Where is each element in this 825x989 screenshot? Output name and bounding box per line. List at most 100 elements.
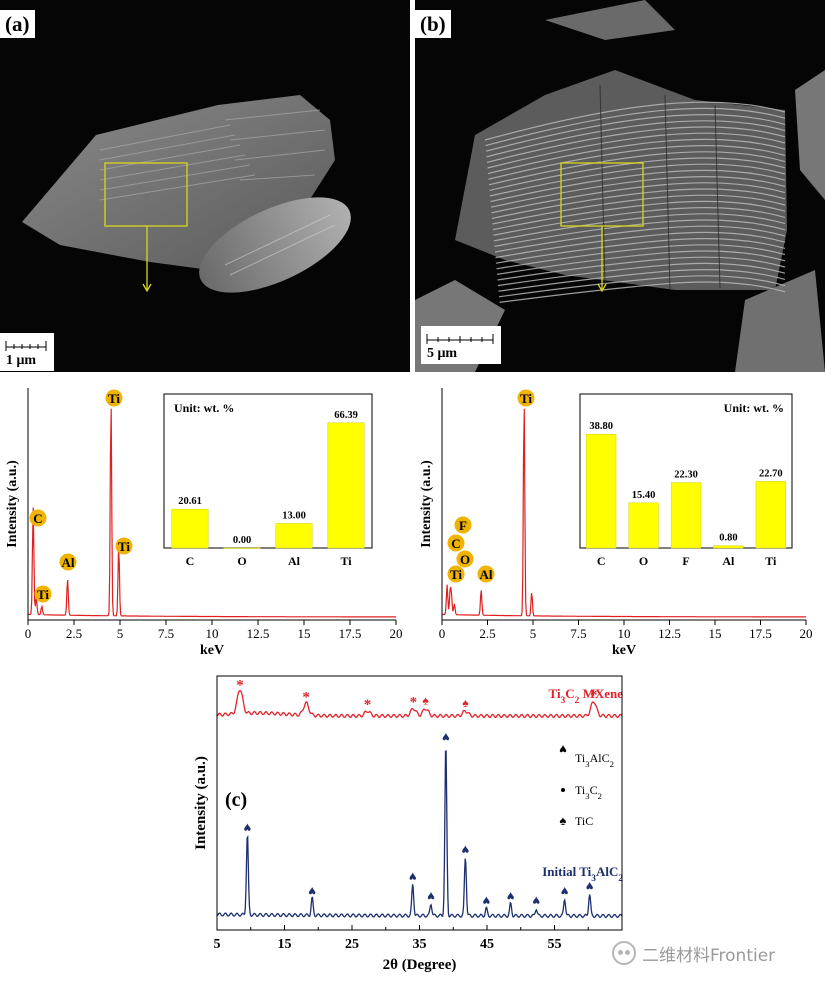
wechat-icon bbox=[612, 941, 636, 965]
peak-marker-heart: ♥ bbox=[409, 869, 417, 884]
inset-bar bbox=[670, 482, 702, 549]
x-tick-label: 17.5 bbox=[339, 626, 362, 641]
peak-marker-asterisk: * bbox=[364, 697, 372, 713]
x-tick-label: 20 bbox=[390, 626, 403, 641]
x-tick-label: 5 bbox=[117, 626, 124, 641]
peak-marker-heart: ♥ bbox=[461, 842, 469, 857]
element-label: Al bbox=[62, 555, 75, 570]
peak-marker-heart: ♥ bbox=[243, 820, 251, 835]
element-marker bbox=[115, 537, 133, 555]
spectrum-line bbox=[28, 408, 396, 618]
element-marker bbox=[477, 565, 495, 583]
element-label: Ti bbox=[108, 391, 120, 406]
x-tick-label: 35 bbox=[413, 937, 427, 952]
inset-category-label: Ti bbox=[340, 554, 352, 568]
x-tick-label: 20 bbox=[800, 626, 813, 641]
peak-marker-asterisk: * bbox=[302, 690, 310, 706]
y-axis-label: Intensity (a.u.) bbox=[419, 460, 434, 548]
element-label: Ti bbox=[520, 391, 532, 406]
element-marker bbox=[105, 389, 123, 407]
x-tick-label: 10 bbox=[206, 626, 219, 641]
scale-label-b: 5 μm bbox=[427, 346, 458, 361]
peak-marker-heart: ♥ bbox=[442, 730, 450, 745]
inset-bar bbox=[327, 422, 365, 549]
peak-marker-asterisk: * bbox=[590, 687, 598, 703]
legend-spade-icon: ♠ bbox=[560, 813, 567, 828]
inset-value-label: 13.00 bbox=[282, 510, 306, 521]
zoom-box-a bbox=[104, 162, 188, 227]
x-tick-label: 17.5 bbox=[749, 626, 772, 641]
x-axis-label: 2θ (Degree) bbox=[383, 957, 457, 973]
watermark: 二维材料Frontier bbox=[612, 938, 817, 968]
inset-category-label: C bbox=[597, 554, 606, 568]
inset-value-label: 66.39 bbox=[334, 410, 358, 421]
inset-title: Unit: wt. % bbox=[724, 401, 784, 415]
panel-label-a: (a) bbox=[0, 10, 35, 38]
x-tick-label: 15 bbox=[278, 937, 292, 952]
element-marker bbox=[34, 585, 52, 603]
inset-value-label: 20.61 bbox=[178, 496, 202, 507]
x-tick-label: 45 bbox=[480, 937, 494, 952]
element-label: O bbox=[460, 552, 470, 567]
sem-image-a: (a) 1 μm bbox=[0, 0, 410, 372]
peak-marker-spade: ♠ bbox=[462, 696, 469, 710]
xrd-line bbox=[216, 689, 623, 719]
element-marker bbox=[29, 509, 47, 527]
legend-label: Ti3AlC2 bbox=[575, 751, 614, 769]
x-tick-label: 5 bbox=[214, 937, 221, 952]
inset-category-label: Al bbox=[288, 554, 301, 568]
element-marker bbox=[59, 553, 77, 571]
inset-category-label: F bbox=[682, 554, 689, 568]
peak-marker-heart: ♥ bbox=[560, 884, 568, 899]
xrd-line bbox=[216, 750, 623, 919]
panel-label-c: (c) bbox=[225, 789, 247, 811]
element-label: Ti bbox=[37, 587, 49, 602]
x-tick-label: 0 bbox=[439, 626, 446, 641]
xrd-pattern: * * * * ♠ ♠ * ♥ ♥ ♥ ♥ ♥ ♥ ♥ ♥ ♥ ♥ ♥ Ti3C2 MXene Initial Ti3… bbox=[185, 672, 645, 984]
y-axis-label: Intensity (a.u.) bbox=[193, 756, 209, 850]
element-label: Al bbox=[480, 567, 493, 582]
legend-heart-icon: ♥ bbox=[559, 742, 567, 757]
legend-label: Ti3C2 bbox=[575, 783, 602, 801]
inset-bar bbox=[223, 547, 261, 549]
x-tick-label: 7.5 bbox=[570, 626, 586, 641]
inset-category-label: Ti bbox=[765, 554, 777, 568]
x-tick-label: 10 bbox=[618, 626, 631, 641]
x-tick-label: 7.5 bbox=[158, 626, 174, 641]
peak-marker-spade: ♠ bbox=[422, 694, 429, 708]
scale-bar-b: 5 μm bbox=[421, 326, 501, 364]
x-tick-label: 0 bbox=[25, 626, 32, 641]
sem-b-drawing bbox=[415, 0, 825, 372]
inset-value-label: 22.30 bbox=[674, 470, 698, 481]
x-tick-label: 15 bbox=[709, 626, 722, 641]
inset-bar bbox=[628, 502, 659, 549]
inset-value-label: 22.70 bbox=[759, 468, 783, 479]
inset-category-label: O bbox=[237, 554, 246, 568]
peak-marker-heart: ♥ bbox=[585, 879, 593, 894]
element-label: Ti bbox=[118, 539, 130, 554]
element-marker bbox=[517, 389, 535, 407]
panel-label-b: (b) bbox=[415, 10, 451, 38]
element-marker bbox=[456, 550, 474, 568]
peak-marker-asterisk: * bbox=[410, 695, 418, 711]
peak-marker-heart: ♥ bbox=[532, 894, 540, 909]
inset-value-label: 15.40 bbox=[632, 490, 656, 501]
sem-a-drawing bbox=[22, 95, 351, 293]
x-tick-label: 25 bbox=[345, 937, 359, 952]
series-label-initial: Initial Ti3AlC2 bbox=[542, 864, 623, 884]
eds-spectrum-b: 0 2.5 5 7.5 10 12.5 15 17.5 20 keV Intensity (a.u.… bbox=[412, 380, 825, 670]
y-axis-label: Intensity (a.u.) bbox=[5, 460, 20, 548]
inset-value-label: 0.80 bbox=[719, 533, 737, 544]
mxene-layers bbox=[484, 101, 786, 303]
x-tick-label: 12.5 bbox=[658, 626, 681, 641]
peak-marker-heart: ♥ bbox=[506, 889, 514, 904]
spectrum-line bbox=[442, 408, 806, 618]
inset-category-label: Al bbox=[722, 554, 735, 568]
element-label: Ti bbox=[450, 567, 462, 582]
element-marker bbox=[447, 534, 465, 552]
inset-value-label: 38.80 bbox=[589, 421, 613, 432]
peak-marker-heart: ♥ bbox=[308, 884, 316, 899]
scale-label-a: 1 μm bbox=[6, 353, 37, 368]
inset-title: Unit: wt. % bbox=[174, 401, 234, 415]
inset-bar bbox=[275, 523, 313, 549]
